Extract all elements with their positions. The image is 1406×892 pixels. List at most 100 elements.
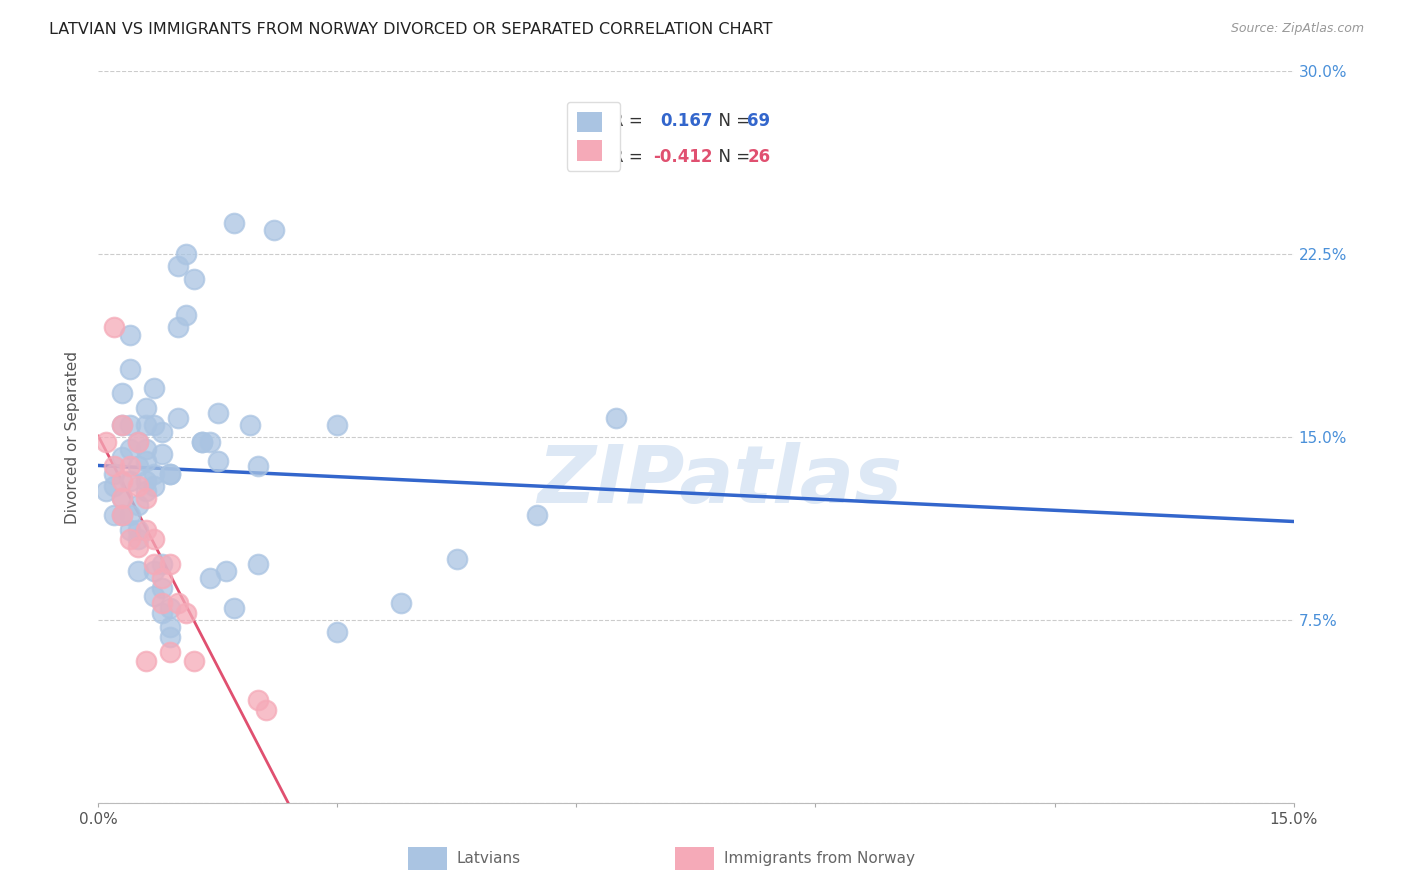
Point (167, 320, 190, 334)
Point (135, 483, 157, 498)
Point (120, 523, 142, 537)
Text: R =: R = (613, 112, 654, 129)
Point (127, 459, 149, 474)
Point (150, 572, 173, 586)
Point (246, 693, 269, 707)
Legend: , : , (567, 102, 620, 170)
Point (150, 557, 173, 571)
Point (207, 454, 229, 468)
Text: ZIPatlas: ZIPatlas (537, 442, 903, 520)
Point (111, 386, 134, 401)
Point (389, 596, 412, 610)
Point (127, 434, 149, 449)
Text: R =: R = (613, 148, 648, 166)
Point (120, 533, 142, 547)
Point (167, 260, 190, 274)
Point (159, 557, 181, 571)
Point (135, 654, 157, 668)
Point (326, 625, 349, 640)
Point (159, 467, 181, 481)
Point (159, 620, 181, 634)
Point (120, 508, 142, 522)
Text: Source: ZipAtlas.com: Source: ZipAtlas.com (1230, 22, 1364, 36)
Point (120, 474, 142, 488)
Point (150, 447, 173, 461)
Point (127, 479, 149, 493)
Point (96, 434, 118, 449)
Point (127, 533, 149, 547)
Point (135, 401, 157, 415)
Point (120, 417, 142, 432)
Point (159, 630, 181, 644)
Point (103, 320, 125, 334)
Point (103, 479, 125, 493)
Point (246, 459, 269, 474)
Point (143, 564, 166, 578)
Text: 69: 69 (748, 112, 770, 129)
Point (111, 474, 134, 488)
Point (135, 523, 157, 537)
Point (207, 406, 229, 420)
Point (143, 381, 166, 395)
Point (120, 459, 142, 474)
Point (150, 606, 173, 620)
Point (174, 247, 197, 261)
Point (143, 467, 166, 481)
Point (198, 434, 221, 449)
Text: 26: 26 (748, 148, 770, 166)
Point (143, 417, 166, 432)
Point (120, 361, 142, 376)
Text: Latvians: Latvians (457, 852, 522, 866)
Point (159, 645, 181, 659)
Point (111, 491, 134, 505)
Point (111, 417, 134, 432)
Point (127, 523, 149, 537)
Point (111, 508, 134, 522)
Point (111, 417, 134, 432)
Point (150, 425, 173, 440)
Point (254, 703, 277, 717)
Point (111, 450, 134, 464)
Point (263, 223, 285, 237)
Point (127, 499, 149, 513)
Point (174, 606, 197, 620)
Point (103, 459, 125, 474)
Point (222, 215, 245, 229)
Point (167, 596, 190, 610)
Point (183, 271, 205, 285)
Text: N =: N = (709, 148, 755, 166)
Point (239, 417, 262, 432)
Point (103, 508, 125, 522)
Point (111, 491, 134, 505)
Point (143, 479, 166, 493)
Point (143, 557, 166, 571)
Y-axis label: Divorced or Separated: Divorced or Separated (65, 351, 80, 524)
Point (191, 434, 214, 449)
Point (183, 654, 205, 668)
Point (135, 442, 157, 457)
Point (222, 600, 245, 615)
Point (103, 467, 125, 481)
Point (605, 410, 627, 425)
Point (198, 572, 221, 586)
Point (120, 327, 142, 342)
Text: Immigrants from Norway: Immigrants from Norway (724, 852, 915, 866)
Point (191, 434, 214, 449)
Point (246, 557, 269, 571)
Point (159, 600, 181, 615)
Point (127, 564, 149, 578)
Point (326, 417, 349, 432)
Point (150, 581, 173, 595)
Point (174, 308, 197, 322)
Point (526, 508, 548, 522)
Point (159, 467, 181, 481)
Text: 0.167: 0.167 (661, 112, 713, 129)
Point (135, 474, 157, 488)
Point (111, 508, 134, 522)
Text: LATVIAN VS IMMIGRANTS FROM NORWAY DIVORCED OR SEPARATED CORRELATION CHART: LATVIAN VS IMMIGRANTS FROM NORWAY DIVORC… (49, 22, 773, 37)
Text: -0.412: -0.412 (652, 148, 713, 166)
Point (143, 589, 166, 603)
Point (135, 491, 157, 505)
Point (150, 596, 173, 610)
Point (127, 540, 149, 554)
